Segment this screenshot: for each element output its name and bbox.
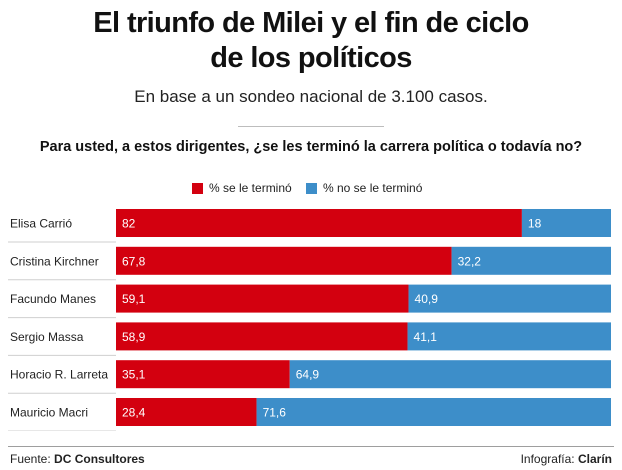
chart-title-line2: de los políticos bbox=[210, 42, 412, 74]
data-label-not-terminated-cristina-kirchner: 32,2 bbox=[458, 254, 482, 268]
category-label-cristina-kirchner: Cristina Kirchner bbox=[10, 254, 99, 268]
bar-not-terminated-elisa-carrio bbox=[521, 209, 611, 237]
bar-not-terminated-facundo-manes bbox=[408, 284, 611, 313]
bar-terminated-sergio-massa bbox=[116, 322, 408, 351]
legend-label-blue: % no se le terminó bbox=[323, 181, 423, 195]
data-label-terminated-horacio-r-larreta: 35,1 bbox=[122, 368, 146, 382]
category-label-elisa-carrio: Elisa Carrió bbox=[10, 217, 72, 231]
chart-title: El triunfo de Milei y el fin de ciclo de… bbox=[0, 6, 622, 76]
chart-subtitle: En base a un sondeo nacional de 3.100 ca… bbox=[134, 87, 488, 106]
credit-name: Clarín bbox=[577, 452, 612, 466]
data-label-terminated-mauricio-macri: 28,4 bbox=[122, 406, 146, 420]
source-credit: Fuente: DC Consultores bbox=[10, 452, 145, 466]
data-label-terminated-sergio-massa: 58,9 bbox=[122, 330, 146, 344]
bar-not-terminated-horacio-r-larreta bbox=[289, 360, 611, 389]
data-label-not-terminated-elisa-carrio: 18 bbox=[528, 217, 542, 231]
bar-not-terminated-sergio-massa bbox=[407, 322, 611, 351]
bar-not-terminated-mauricio-macri bbox=[256, 398, 611, 426]
divider bbox=[238, 126, 384, 127]
source-prefix: Fuente: bbox=[10, 452, 51, 466]
bar-terminated-facundo-manes bbox=[116, 284, 409, 313]
category-label-mauricio-macri: Mauricio Macri bbox=[10, 406, 88, 420]
category-label-horacio-r-larreta: Horacio R. Larreta bbox=[10, 368, 108, 382]
bar-terminated-horacio-r-larreta bbox=[116, 360, 290, 389]
bar-terminated-cristina-kirchner bbox=[116, 246, 452, 275]
legend-swatch-red bbox=[192, 182, 203, 194]
data-label-not-terminated-sergio-massa: 41,1 bbox=[414, 330, 438, 344]
footer-divider bbox=[8, 446, 614, 447]
data-label-terminated-cristina-kirchner: 67,8 bbox=[122, 254, 146, 268]
credit-prefix: Infografía: bbox=[520, 452, 575, 466]
bar-terminated-elisa-carrio bbox=[116, 209, 522, 237]
chart-title-line1: El triunfo de Milei y el fin de ciclo bbox=[93, 7, 529, 39]
data-label-not-terminated-facundo-manes: 40,9 bbox=[415, 292, 439, 306]
survey-question: Para usted, a estos dirigentes, ¿se les … bbox=[39, 139, 583, 155]
legend-label-red: % se le terminó bbox=[209, 181, 292, 195]
data-label-not-terminated-mauricio-macri: 71,6 bbox=[263, 406, 287, 420]
category-label-sergio-massa: Sergio Massa bbox=[10, 330, 84, 344]
legend-swatch-blue bbox=[306, 182, 317, 194]
infographic-credit: Infografía: Clarín bbox=[521, 452, 612, 466]
legend-item-red: % se le terminó bbox=[192, 181, 292, 195]
legend-item-blue: % no se le terminó bbox=[306, 181, 423, 195]
bar-terminated-mauricio-macri bbox=[116, 398, 257, 426]
stacked-bar-chart: Elisa Carrió 82 18 Cristina Kirchner 67,8 32,… bbox=[8, 209, 611, 431]
source-name: DC Consultores bbox=[54, 452, 145, 466]
bar-not-terminated-cristina-kirchner bbox=[451, 246, 611, 275]
data-label-terminated-facundo-manes: 59,1 bbox=[122, 292, 146, 306]
category-label-facundo-manes: Facundo Manes bbox=[10, 292, 96, 306]
data-label-terminated-elisa-carrio: 82 bbox=[122, 217, 136, 231]
data-label-not-terminated-horacio-r-larreta: 64,9 bbox=[296, 368, 320, 382]
